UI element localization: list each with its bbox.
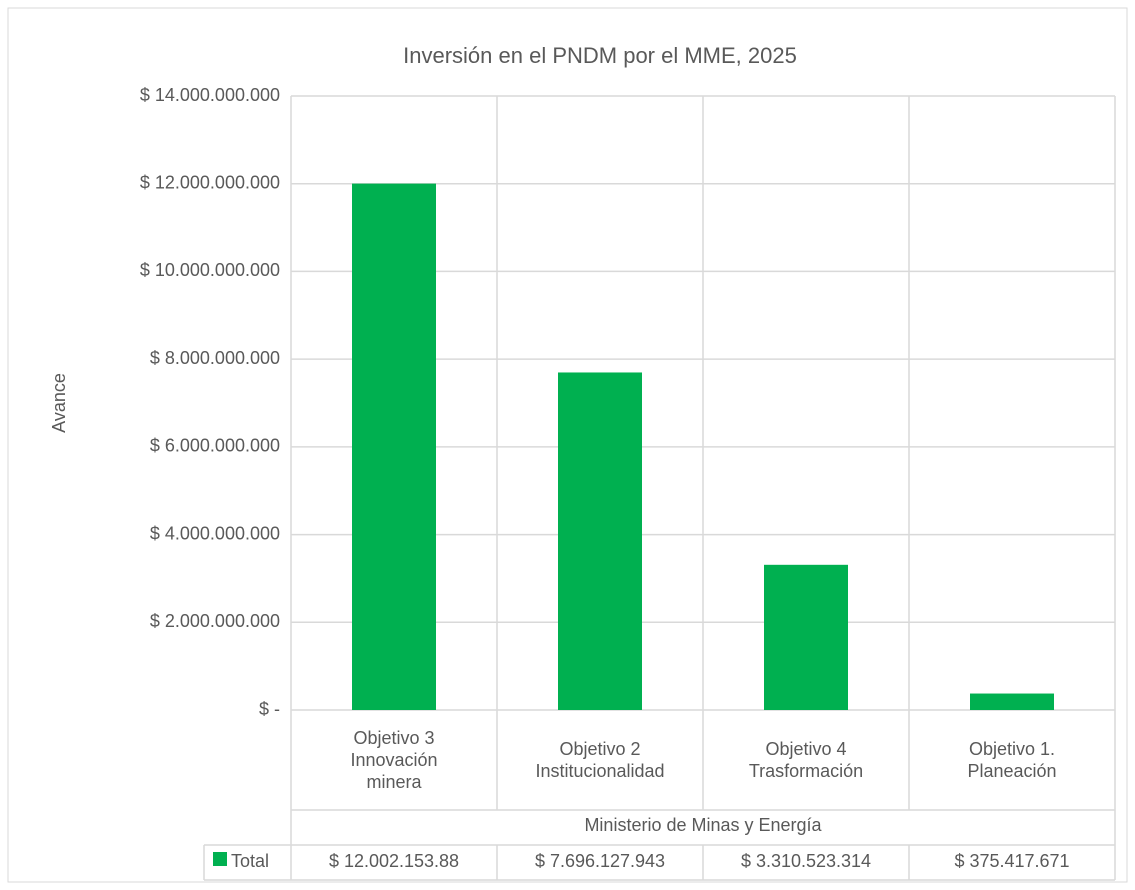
x-tick-label: Objetivo 1. Planeación	[967, 739, 1057, 781]
bar	[558, 372, 642, 710]
y-tick-label: $ 14.000.000.000	[140, 85, 280, 105]
y-tick-label: $ 10.000.000.000	[140, 260, 280, 280]
x-axis-title: Ministerio de Minas y Energía	[584, 815, 822, 835]
bar	[970, 693, 1054, 710]
legend-label: Total	[231, 851, 269, 871]
x-tick-label-box: Objetivo 1. Planeación	[909, 712, 1115, 808]
y-tick-label: $ -	[259, 699, 280, 719]
y-tick-label: $ 12.000.000.000	[140, 172, 280, 192]
bar	[352, 183, 436, 711]
x-tick-label-box: Objetivo 3 Innovación minera	[291, 712, 497, 808]
x-tick-label: Objetivo 3 Innovación minera	[350, 728, 438, 792]
y-tick-label: $ 4.000.000.000	[150, 523, 280, 543]
x-tick-label-box: Objetivo 2 Institucionalidad	[497, 712, 703, 808]
legend-key	[213, 852, 227, 866]
y-tick-label: $ 2.000.000.000	[150, 611, 280, 631]
table-value: $ 3.310.523.314	[741, 851, 871, 871]
y-axis-title: Avance	[49, 373, 69, 433]
y-tick-label: $ 8.000.000.000	[150, 348, 280, 368]
x-tick-label-box: Objetivo 4 Trasformación	[703, 712, 909, 808]
table-value: $ 375.417.671	[954, 851, 1069, 871]
y-tick-label: $ 6.000.000.000	[150, 436, 280, 456]
x-tick-label: Objetivo 4 Trasformación	[748, 739, 864, 781]
table-value: $ 7.696.127.943	[535, 851, 665, 871]
bar	[764, 564, 848, 710]
x-tick-label: Objetivo 2 Institucionalidad	[535, 739, 665, 781]
chart-title: Inversión en el PNDM por el MME, 2025	[403, 43, 797, 68]
table-value: $ 12.002.153.88	[329, 851, 459, 871]
